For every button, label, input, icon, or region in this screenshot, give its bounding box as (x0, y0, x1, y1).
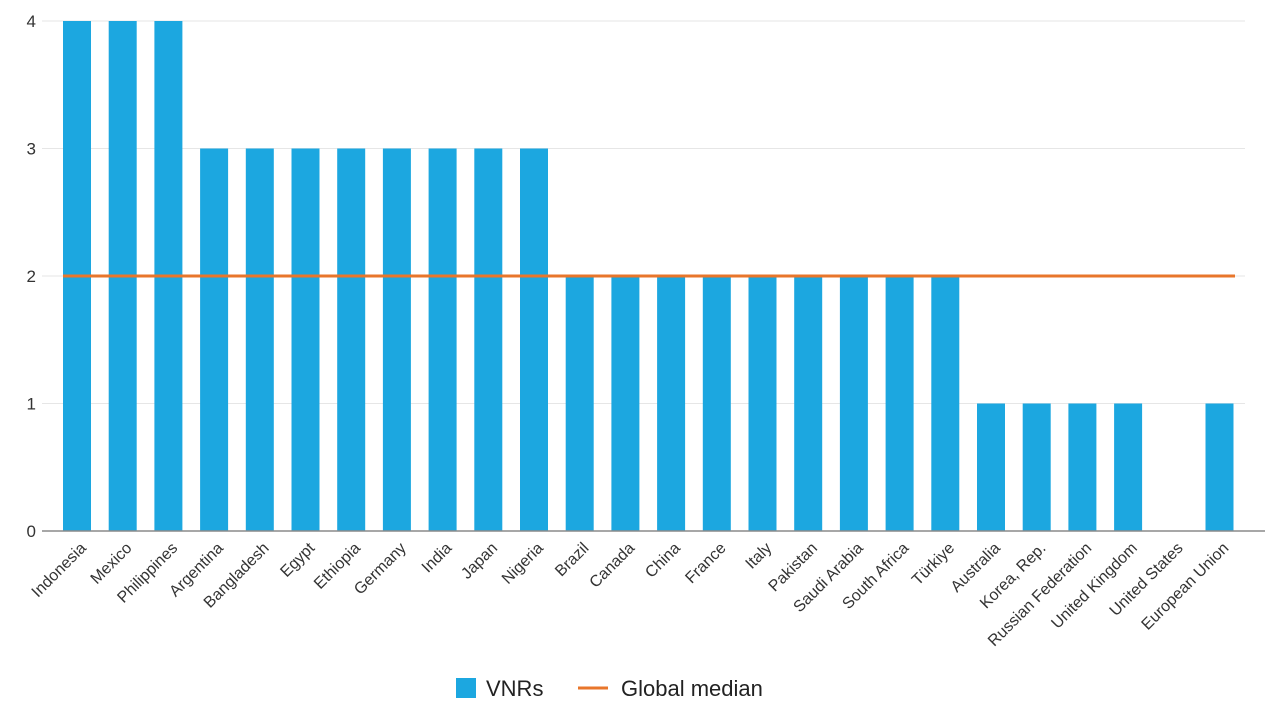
bar (520, 148, 548, 531)
bar (1114, 403, 1143, 531)
y-tick-label: 4 (27, 12, 36, 31)
x-category-label: Italy (743, 540, 776, 573)
x-category-label: Indonesia (29, 540, 90, 601)
bar (702, 276, 731, 531)
x-category-label: Canada (587, 540, 639, 592)
x-category-label: Japan (458, 540, 501, 583)
bar (931, 276, 960, 531)
bar (382, 148, 411, 531)
x-category-label: France (682, 540, 729, 587)
bar (748, 276, 777, 531)
x-category-label: European Union (1139, 540, 1233, 634)
legend-swatch-vnrs (456, 678, 476, 698)
bar (428, 148, 457, 531)
bar (291, 148, 320, 531)
x-category-label: Egypt (277, 539, 318, 580)
legend-label-vnrs: VNRs (486, 676, 543, 701)
y-tick-label: 2 (27, 267, 36, 286)
bar (200, 148, 229, 531)
x-category-label: Nigeria (499, 540, 547, 588)
bar (611, 276, 640, 531)
legend-label-median: Global median (621, 676, 763, 701)
bar (1022, 403, 1051, 531)
legend: VNRs Global median (456, 676, 763, 701)
bar (977, 403, 1005, 531)
bar (794, 276, 823, 531)
bar (657, 276, 686, 531)
y-axis-ticks: 0 1 2 3 4 (27, 12, 36, 541)
bar (245, 148, 274, 531)
y-tick-label: 0 (27, 522, 36, 541)
bar (474, 148, 503, 531)
y-tick-label: 3 (27, 140, 36, 159)
x-axis-labels: IndonesiaMexicoPhilippinesArgentinaBangl… (29, 539, 1233, 650)
bar (885, 276, 914, 531)
bar (565, 276, 594, 531)
x-category-label: Brazil (552, 540, 592, 580)
y-tick-label: 1 (27, 395, 36, 414)
bar (839, 276, 868, 531)
x-category-label: China (642, 540, 684, 582)
bar (337, 148, 366, 531)
bar (1068, 403, 1097, 531)
bar (1205, 403, 1234, 531)
x-category-label: India (419, 540, 456, 577)
